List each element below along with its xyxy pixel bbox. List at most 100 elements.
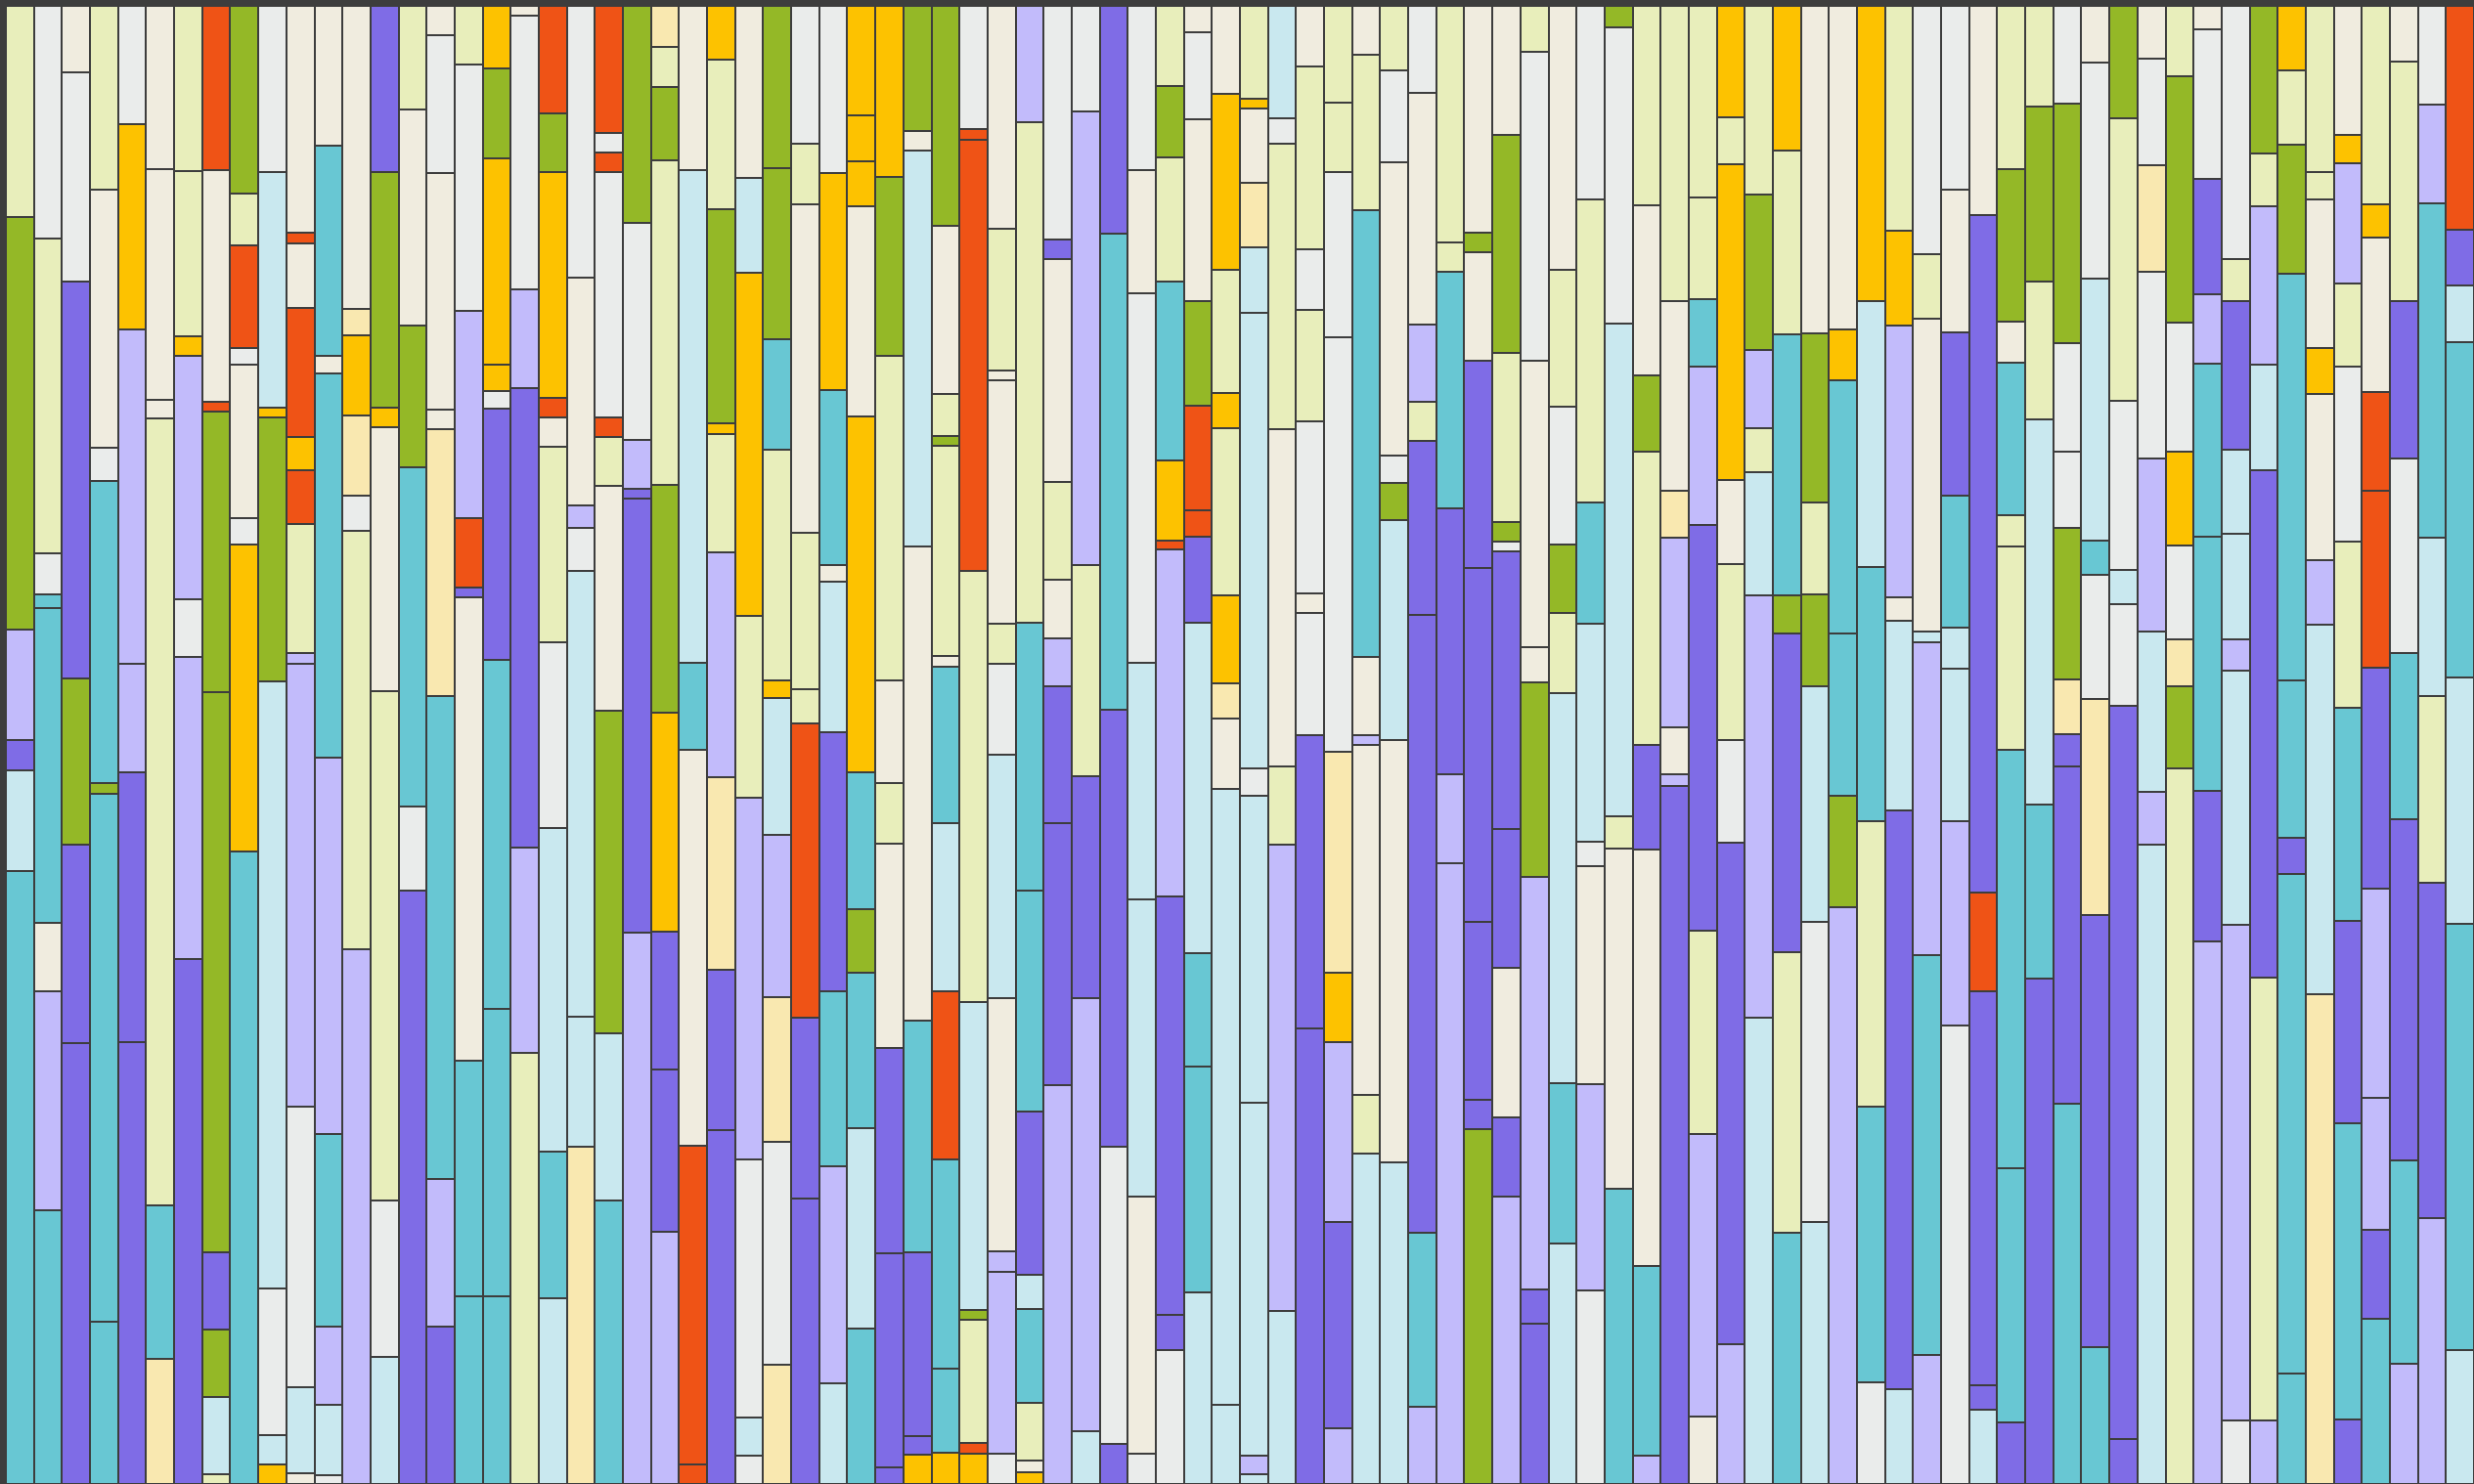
mosaic-segment: [483, 660, 510, 1009]
mosaic-segment: [1773, 595, 1801, 633]
mosaic-segment: [1352, 55, 1380, 210]
mosaic-segment: [2250, 470, 2277, 978]
mosaic-segment: [875, 177, 904, 356]
mosaic-segment: [932, 394, 959, 436]
mosaic-segment: [1717, 6, 1745, 117]
mosaic-column: [1969, 3, 1997, 1484]
mosaic-segment: [426, 35, 455, 173]
mosaic-segment: [1941, 1026, 1969, 1484]
mosaic-segment: [1717, 164, 1745, 480]
mosaic-segment: [399, 326, 426, 467]
mosaic-segment: [1464, 568, 1492, 922]
mosaic-segment: [2418, 105, 2446, 203]
mosaic-column: [1605, 3, 1633, 1484]
mosaic-segment: [1408, 402, 1436, 441]
mosaic-segment: [258, 6, 287, 172]
mosaic-segment: [1380, 162, 1408, 456]
mosaic-segment: [1689, 367, 1717, 525]
mosaic-segment: [2334, 6, 2362, 135]
mosaic-segment: [2222, 450, 2250, 534]
mosaic-segment: [202, 1252, 230, 1330]
mosaic-segment: [1829, 6, 1857, 329]
mosaic-segment: [2138, 6, 2166, 59]
mosaic-segment: [2362, 1098, 2390, 1230]
mosaic-column: [2081, 3, 2109, 1484]
mosaic-segment: [959, 1310, 988, 1320]
mosaic-segment: [1492, 522, 1521, 542]
mosaic-segment: [2362, 204, 2390, 238]
mosaic-column: [932, 3, 959, 1484]
mosaic-segment: [2334, 284, 2362, 367]
mosaic-column: [2054, 3, 2081, 1484]
mosaic-segment: [1352, 210, 1380, 657]
mosaic-segment: [1521, 647, 1549, 682]
mosaic-segment: [1043, 240, 1072, 259]
mosaic-segment: [1717, 740, 1745, 843]
mosaic-segment: [932, 226, 959, 394]
mosaic-segment: [1100, 1444, 1127, 1484]
mosaic-segment: [174, 336, 202, 356]
mosaic-segment: [959, 140, 988, 571]
mosaic-segment: [539, 1152, 567, 1298]
mosaic-segment: [1576, 1084, 1605, 1290]
mosaic-segment: [258, 417, 287, 681]
mosaic-segment: [1212, 719, 1240, 789]
mosaic-segment: [623, 223, 651, 440]
mosaic-segment: [1605, 27, 1633, 324]
mosaic-segment: [1857, 567, 1885, 821]
mosaic-segment: [202, 1330, 230, 1397]
mosaic-segment: [1801, 333, 1829, 502]
mosaic-column: [1324, 3, 1352, 1484]
mosaic-segment: [1689, 931, 1717, 1134]
mosaic-segment: [988, 664, 1016, 755]
mosaic-segment: [707, 777, 735, 970]
mosaic-column: [2390, 3, 2418, 1484]
mosaic-segment: [1745, 428, 1773, 472]
mosaic-segment: [1464, 1100, 1492, 1129]
mosaic-segment: [371, 408, 399, 427]
mosaic-column: [1296, 3, 1324, 1484]
mosaic-segment: [1633, 205, 1660, 375]
mosaic-segment: [904, 1436, 932, 1455]
mosaic-segment: [1212, 6, 1240, 94]
mosaic-segment: [62, 282, 90, 678]
mosaic-segment: [62, 845, 90, 1043]
mosaic-column: [1717, 3, 1745, 1484]
mosaic-segment: [2109, 1439, 2138, 1484]
mosaic-segment: [2081, 63, 2109, 279]
mosaic-segment: [2446, 6, 2474, 230]
mosaic-segment: [1941, 332, 1969, 496]
mosaic-column: [595, 3, 623, 1484]
mosaic-segment: [1464, 252, 1492, 361]
mosaic-segment: [735, 178, 763, 273]
mosaic-segment: [651, 1232, 679, 1484]
mosaic-segment: [1745, 350, 1773, 428]
mosaic-column: [1043, 3, 1072, 1484]
mosaic-segment: [1633, 6, 1660, 205]
mosaic-segment: [819, 582, 847, 732]
mosaic-segment: [1464, 233, 1492, 252]
mosaic-segment: [2306, 394, 2334, 560]
mosaic-column: [1408, 3, 1436, 1484]
mosaic-segment: [847, 1128, 875, 1329]
mosaic-segment: [258, 1288, 287, 1435]
mosaic-column: [1156, 3, 1184, 1484]
mosaic-segment: [1492, 1117, 1521, 1197]
mosaic-segment: [1576, 1290, 1605, 1484]
mosaic-segment: [342, 949, 371, 1484]
mosaic-column: [791, 3, 819, 1484]
mosaic-segment: [1072, 998, 1100, 1431]
mosaic-segment: [2362, 1230, 2390, 1319]
mosaic-segment: [1605, 849, 1633, 1189]
mosaic-segment: [90, 481, 118, 783]
mosaic-segment: [287, 664, 315, 1107]
mosaic-segment: [735, 1159, 763, 1418]
mosaic-segment: [1549, 407, 1576, 545]
mosaic-segment: [539, 447, 567, 642]
mosaic-segment: [2109, 604, 2138, 706]
mosaic-segment: [2390, 1364, 2418, 1484]
mosaic-segment: [1885, 810, 1913, 1389]
mosaic-segment: [1016, 1112, 1043, 1275]
mosaic-segment: [2138, 458, 2166, 632]
mosaic-segment: [2418, 883, 2446, 1218]
